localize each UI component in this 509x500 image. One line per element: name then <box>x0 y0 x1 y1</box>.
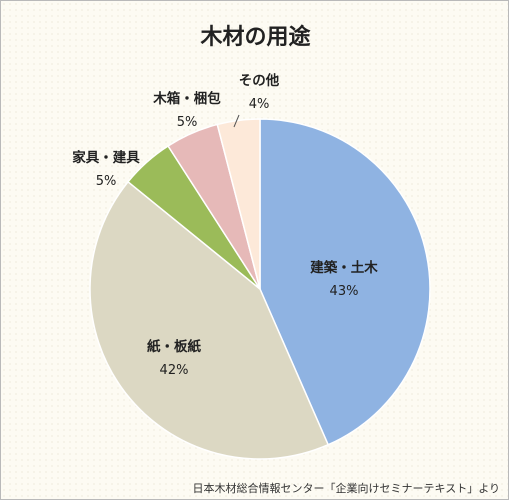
slice-label-packaging: 木箱・梱包 5% <box>153 91 221 130</box>
slice-label-furniture: 家具・建具 5% <box>72 150 140 189</box>
slice-label-construction: 建築・土木 43% <box>310 260 378 299</box>
pie-slice-other <box>216 118 261 290</box>
chart-title: 木材の用途 <box>200 25 311 50</box>
pie-slice-construction <box>259 118 431 446</box>
source-note: 日本木材総合情報センター「企業向けセミナーテキスト」より <box>192 482 500 495</box>
leader-line-other <box>233 114 240 128</box>
pie-slice-paper <box>89 180 330 460</box>
slice-label-paper: 紙・板紙 42% <box>147 339 201 378</box>
slice-label-other: その他 4% <box>238 73 280 112</box>
